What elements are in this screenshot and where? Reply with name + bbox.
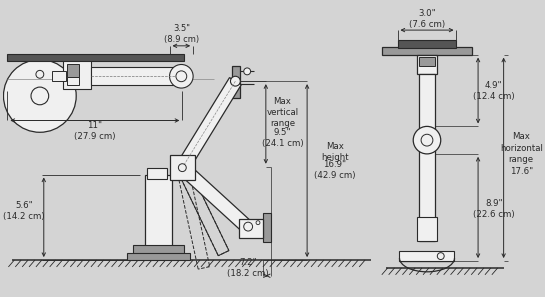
Bar xyxy=(417,217,437,241)
Circle shape xyxy=(256,221,260,225)
Bar xyxy=(419,57,435,67)
Polygon shape xyxy=(178,162,256,236)
Text: 4.9"
(12.4 cm): 4.9" (12.4 cm) xyxy=(473,81,514,101)
Circle shape xyxy=(413,127,441,154)
Bar xyxy=(169,155,195,181)
Bar xyxy=(68,64,79,77)
Text: 16.9"
(42.9 cm): 16.9" (42.9 cm) xyxy=(314,159,355,180)
Bar xyxy=(397,40,457,48)
Bar xyxy=(147,168,167,179)
Polygon shape xyxy=(177,78,241,171)
Circle shape xyxy=(3,60,76,132)
Bar xyxy=(145,175,173,248)
Circle shape xyxy=(176,71,187,82)
Circle shape xyxy=(437,253,444,260)
Bar xyxy=(417,55,437,74)
Bar xyxy=(128,253,190,260)
Text: 8.9"
(22.6 cm): 8.9" (22.6 cm) xyxy=(473,199,514,219)
Circle shape xyxy=(244,222,252,231)
Bar xyxy=(239,219,263,238)
Bar xyxy=(91,67,179,85)
Circle shape xyxy=(169,64,193,88)
Circle shape xyxy=(421,134,433,146)
Text: 11"
(27.9 cm): 11" (27.9 cm) xyxy=(74,121,116,141)
Text: 17.6": 17.6" xyxy=(510,167,533,176)
Bar xyxy=(232,67,240,98)
Circle shape xyxy=(231,76,240,86)
Circle shape xyxy=(244,68,251,75)
Text: 5.6"
(14.2 cm): 5.6" (14.2 cm) xyxy=(3,201,45,221)
Bar xyxy=(419,74,435,241)
Text: Max
horizontal
range: Max horizontal range xyxy=(500,132,543,164)
Bar xyxy=(63,60,91,89)
Text: 9.5"
(24.1 cm): 9.5" (24.1 cm) xyxy=(262,128,304,148)
Text: 3.0"
(7.6 cm): 3.0" (7.6 cm) xyxy=(409,9,445,29)
Bar xyxy=(263,213,271,242)
Bar xyxy=(68,77,79,85)
Circle shape xyxy=(36,70,44,78)
Bar xyxy=(133,245,184,255)
Circle shape xyxy=(178,164,186,172)
Bar xyxy=(399,251,455,261)
Bar xyxy=(8,54,184,61)
Circle shape xyxy=(31,87,49,105)
Text: Max
vertical
range: Max vertical range xyxy=(267,97,299,128)
Text: 3.5"
(8.9 cm): 3.5" (8.9 cm) xyxy=(164,24,199,44)
Bar xyxy=(52,71,66,81)
Text: 7.2"
(18.2 cm): 7.2" (18.2 cm) xyxy=(227,258,269,278)
Text: Max
height: Max height xyxy=(321,142,348,162)
Bar xyxy=(382,47,472,55)
